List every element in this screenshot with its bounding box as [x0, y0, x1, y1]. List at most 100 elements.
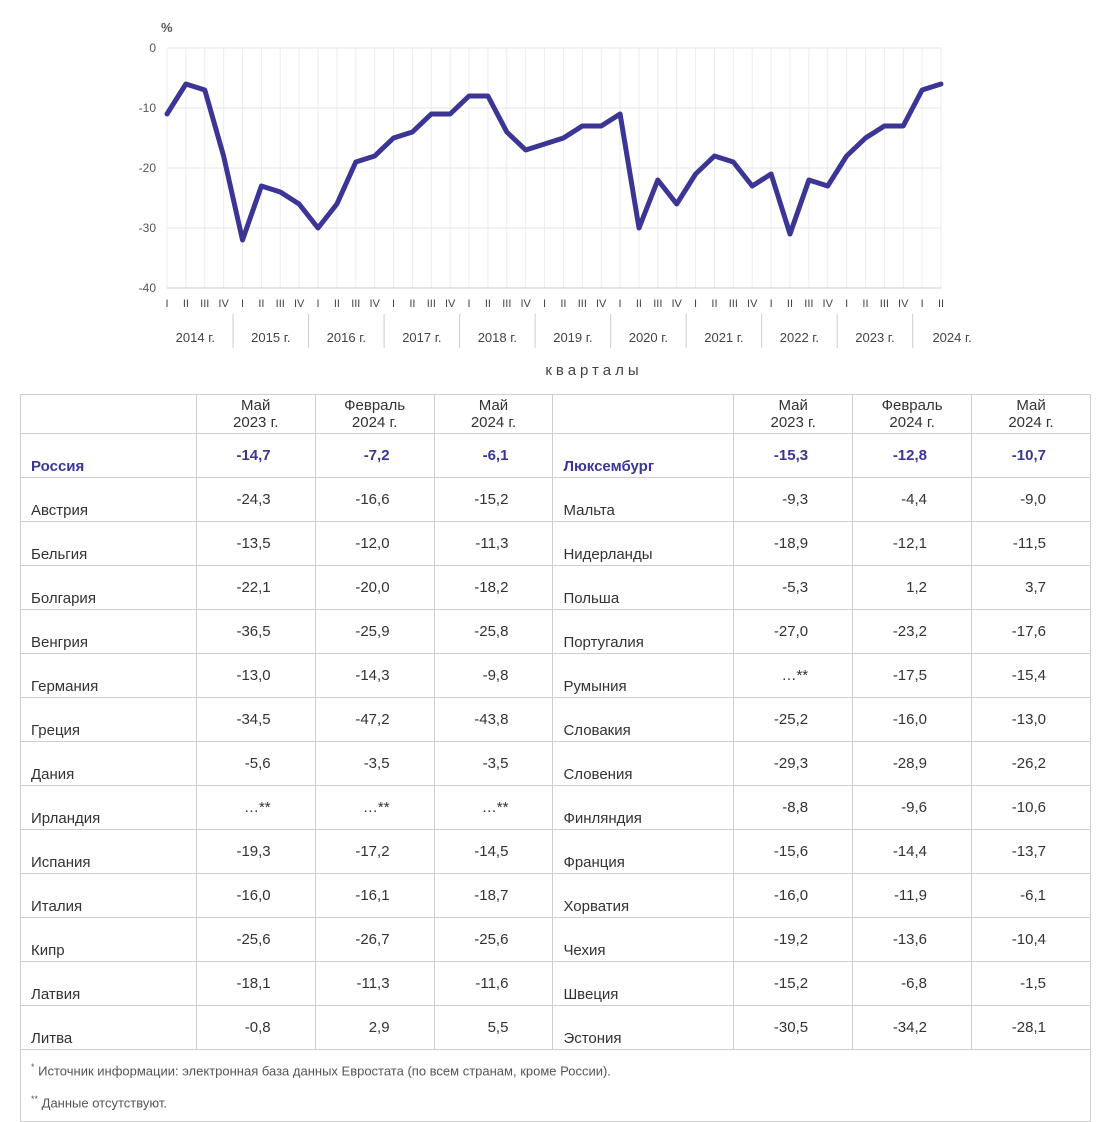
quarter-label: IV [823, 298, 834, 310]
data-point [278, 190, 282, 194]
value-cell: -20,0 [314, 565, 435, 610]
table-row: Германия -13,0 -14,3 -9,8 Румыния …** -17,5 -15… [20, 653, 1091, 698]
country-name: Греция [20, 697, 197, 742]
y-axis: 0 -10 -20 -30 -40 [139, 41, 157, 295]
value-cell: -16,6 [314, 477, 435, 522]
value-cell: -11,3 [314, 961, 435, 1006]
value-cell: -13,7 [971, 829, 1091, 874]
value-cell: -17,6 [971, 609, 1091, 654]
value-cell: -30,5 [733, 1005, 854, 1050]
year-label: 2020 г. [629, 330, 668, 345]
line-chart: % 0-10-20-30-40 I II III IV I II III IV I II III IV… [139, 20, 972, 379]
country-name: Россия [20, 433, 197, 478]
country-name: Мальта [552, 477, 735, 522]
data-point [901, 124, 905, 128]
value-cell: -15,4 [971, 653, 1091, 698]
value-cell: -18,7 [433, 873, 554, 918]
country-name: Италия [20, 873, 197, 918]
data-point [241, 238, 245, 242]
value-cell: -24,3 [195, 477, 316, 522]
quarter-label: II [636, 298, 642, 310]
data-point [184, 82, 188, 86]
quarter-label: II [711, 298, 717, 310]
data-point [675, 202, 679, 206]
header-blank-left [20, 394, 197, 434]
quarter-label: IV [672, 298, 683, 310]
value-cell: -43,8 [433, 697, 554, 742]
value-cell: -1,5 [971, 961, 1091, 1006]
header-may-2024: Май 2024 г. [433, 394, 554, 434]
country-name: Словакия [552, 697, 735, 742]
table-row: Россия -14,7 -7,2 -6,1 Люксембург -15,3 -12,8-… [20, 433, 1091, 478]
country-name: Франция [552, 829, 735, 874]
y-tick-label: -20 [139, 161, 157, 175]
y-tick-label: -30 [139, 221, 157, 235]
value-cell: -13,0 [195, 653, 316, 698]
footnotes: * Источник информации: электронная база … [20, 1049, 1091, 1122]
year-label: 2024 г. [932, 330, 971, 345]
data-point [826, 184, 830, 188]
quarter-label: II [862, 298, 868, 310]
value-cell: -14,7 [195, 433, 316, 478]
country-name: Латвия [20, 961, 197, 1006]
quarter-label: III [653, 298, 662, 310]
x-axis-title: кварталы [545, 362, 642, 379]
data-point [750, 184, 754, 188]
quarter-label: II [560, 298, 566, 310]
quarter-label: IV [520, 298, 531, 310]
quarter-label: IV [596, 298, 607, 310]
header-may-2024: Май 2024 г. [971, 394, 1091, 434]
data-point [656, 178, 660, 182]
quarter-label: III [880, 298, 889, 310]
value-cell: -9,3 [733, 477, 854, 522]
data-point [486, 94, 490, 98]
table-row: Бельгия -13,5 -12,0 -11,3 Нидерланды -18,9 -12… [20, 521, 1091, 566]
data-point [297, 202, 301, 206]
table-row: Греция -34,5 -47,2 -43,8 Словакия -25,2 -16,0-… [20, 697, 1091, 742]
year-label: 2014 г. [176, 330, 215, 345]
country-name: Польша [552, 565, 735, 610]
quarter-label: IV [294, 298, 305, 310]
data-point [259, 184, 263, 188]
country-name: Дания [20, 741, 197, 786]
year-label: 2023 г. [855, 330, 894, 345]
data-point [410, 130, 414, 134]
data-point [731, 160, 735, 164]
year-label: 2022 г. [780, 330, 819, 345]
data-point [580, 124, 584, 128]
value-cell: -28,1 [971, 1005, 1091, 1050]
header-may-2023: Май 2023 г. [733, 394, 854, 434]
value-cell: -11,9 [852, 873, 973, 918]
data-point [429, 112, 433, 116]
country-name: Хорватия [552, 873, 735, 918]
value-cell: -15,3 [733, 433, 854, 478]
table-row: Ирландия …** …** …** Финляндия -8,8 -9,6 -10,6 [20, 785, 1091, 830]
value-cell: -6,1 [971, 873, 1091, 918]
value-cell: -19,2 [733, 917, 854, 962]
value-cell: -14,4 [852, 829, 973, 874]
country-name: Эстония [552, 1005, 735, 1050]
value-cell: -10,6 [971, 785, 1091, 830]
data-point [882, 124, 886, 128]
grid [166, 47, 942, 289]
quarter-label: II [334, 298, 340, 310]
country-name: Венгрия [20, 609, 197, 654]
country-name: Кипр [20, 917, 197, 962]
value-cell: -7,2 [314, 433, 435, 478]
value-cell: -22,1 [195, 565, 316, 610]
value-cell: -17,5 [852, 653, 973, 698]
quarter-label: I [770, 298, 773, 310]
country-name: Финляндия [552, 785, 735, 830]
table-row: Венгрия -36,5 -25,9 -25,8 Португалия -27,0 -23… [20, 609, 1091, 654]
data-point [845, 154, 849, 158]
value-cell: -14,3 [314, 653, 435, 698]
quarter-label: IV [747, 298, 758, 310]
quarter-label: I [619, 298, 622, 310]
value-cell: -6,1 [433, 433, 554, 478]
quarter-label: IV [445, 298, 456, 310]
value-cell: -25,2 [733, 697, 854, 742]
quarter-label: I [392, 298, 395, 310]
value-cell: -18,9 [733, 521, 854, 566]
y-unit-label: % [161, 20, 173, 35]
country-name: Бельгия [20, 521, 197, 566]
